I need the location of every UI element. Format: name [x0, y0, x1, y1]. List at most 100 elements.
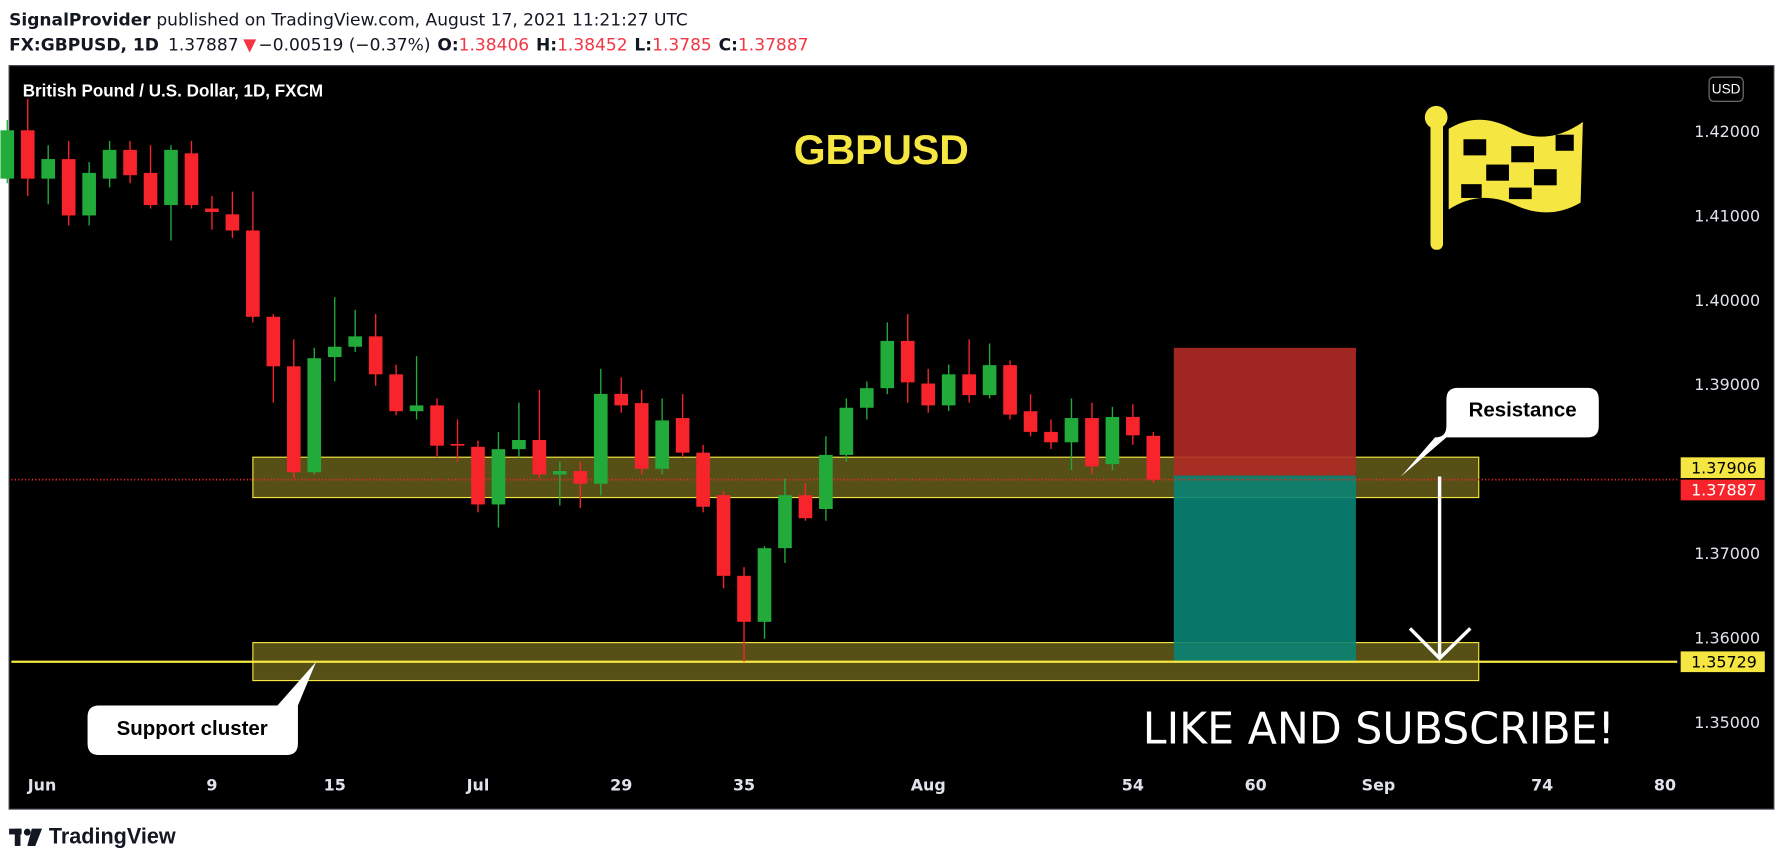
- candle-body: [491, 449, 506, 505]
- price-label-box: [1680, 479, 1765, 501]
- brand-logo: [9, 828, 43, 846]
- candle-body: [1003, 365, 1017, 415]
- candle-body: [348, 336, 363, 347]
- candle-body: [82, 172, 96, 216]
- header-line-1: SignalProvider published on TradingView.c…: [9, 10, 688, 30]
- candle-body: [164, 149, 178, 206]
- candle-body: [634, 403, 649, 469]
- candle-body: [286, 366, 301, 473]
- candle-body: [737, 575, 751, 622]
- price-label: 1.35729: [1691, 652, 1757, 671]
- y-tick-label: 1.42000: [1694, 122, 1760, 141]
- symbol: FX:GBPUSD, 1D: [9, 36, 159, 56]
- candle-body: [61, 159, 76, 216]
- candle-body: [553, 471, 567, 475]
- candle-body: [266, 316, 281, 367]
- candle-body: [859, 388, 874, 408]
- x-tick-label: 35: [733, 776, 755, 795]
- chart-title: GBPUSD: [794, 127, 969, 173]
- y-tick-label: 1.41000: [1694, 206, 1760, 225]
- candle-body: [819, 454, 833, 510]
- candle-body: [1105, 416, 1120, 465]
- candle-body: [757, 548, 772, 622]
- candle-body: [41, 159, 56, 179]
- candle-body: [368, 336, 383, 375]
- support-label: Support cluster: [117, 717, 268, 740]
- y-tick-label: 1.35000: [1694, 713, 1760, 732]
- currency-box: [1708, 76, 1744, 102]
- candle-body: [389, 374, 403, 412]
- candle-body: [225, 214, 240, 231]
- candle-body: [880, 340, 895, 389]
- high-value: 1.38452: [557, 36, 628, 56]
- candle-body: [327, 346, 342, 358]
- high-label: H:: [536, 36, 557, 56]
- candle-body: [1126, 416, 1140, 436]
- candle-body: [962, 374, 976, 396]
- candle-body: [798, 495, 813, 519]
- candle-body: [573, 471, 588, 484]
- candle-body: [20, 130, 35, 179]
- cta-text: LIKE AND SUBSCRIBE!: [1143, 704, 1615, 754]
- change-arrow: ▼: [243, 36, 257, 56]
- candle-body: [246, 230, 260, 317]
- plot-layer: [0, 98, 1678, 682]
- stop-zone: [1173, 347, 1356, 476]
- candle-body: [941, 374, 956, 406]
- published: published on TradingView.com, August 17,…: [156, 10, 687, 30]
- x-tick-label: Sep: [1362, 776, 1396, 795]
- low-value: 1.3785: [652, 36, 712, 56]
- y-tick-label: 1.40000: [1694, 291, 1760, 310]
- x-tick-label: 29: [610, 776, 632, 795]
- flag-icon: [1424, 105, 1583, 250]
- resistance-label: Resistance: [1469, 398, 1577, 421]
- candle-body: [532, 439, 547, 475]
- brand[interactable]: TradingView: [49, 824, 176, 849]
- candle-body: [450, 443, 465, 446]
- change: −0.00519 (−0.37%): [258, 36, 430, 56]
- candle-body: [655, 420, 669, 469]
- currency: USD: [1712, 81, 1741, 96]
- candle-body: [0, 130, 15, 179]
- low-label: L:: [634, 36, 652, 56]
- candle-body: [307, 358, 322, 473]
- y-tick-label: 1.36000: [1694, 628, 1760, 647]
- close-value: 1.37887: [738, 36, 809, 56]
- candle-body: [184, 153, 199, 206]
- candle-body: [409, 405, 424, 412]
- candle-body: [982, 365, 997, 396]
- candle-body: [675, 418, 690, 453]
- close-label: C:: [719, 36, 738, 56]
- y-tick-label: 1.37000: [1694, 544, 1760, 563]
- candle-body: [471, 446, 485, 505]
- candle-body: [593, 393, 608, 484]
- candle-body: [696, 452, 710, 507]
- x-tick-label: Jun: [27, 776, 57, 795]
- candle-body: [102, 149, 117, 179]
- candle-body: [512, 439, 526, 450]
- x-tick-label: 15: [324, 776, 346, 795]
- candle-body: [1023, 411, 1038, 432]
- candle-body: [778, 495, 792, 549]
- down-arrow: [1408, 476, 1472, 661]
- candle-body: [1146, 435, 1161, 480]
- candle-body: [1044, 431, 1058, 443]
- last-price: 1.37887: [168, 36, 239, 56]
- author: SignalProvider: [9, 10, 151, 30]
- support-callout: [87, 661, 317, 756]
- price-label-box: [1680, 457, 1765, 479]
- candle-body: [900, 340, 915, 383]
- header-line-2: FX:GBPUSD, 1D 1.37887 ▼ −0.00519 (−0.37%) O:…: [9, 36, 808, 56]
- price-label: 1.37906: [1691, 458, 1757, 477]
- x-tick-label: Aug: [911, 776, 946, 795]
- candle-body: [123, 149, 137, 176]
- open-label: O:: [437, 36, 458, 56]
- candle-body: [839, 407, 854, 455]
- x-tick-label: 80: [1654, 776, 1676, 795]
- chart-subtitle: British Pound / U.S. Dollar, 1D, FXCM: [23, 81, 323, 101]
- x-tick-label: 54: [1122, 776, 1144, 795]
- y-tick-label: 1.39000: [1694, 375, 1760, 394]
- price-label-box: [1680, 651, 1765, 673]
- target-zone: [1173, 475, 1356, 663]
